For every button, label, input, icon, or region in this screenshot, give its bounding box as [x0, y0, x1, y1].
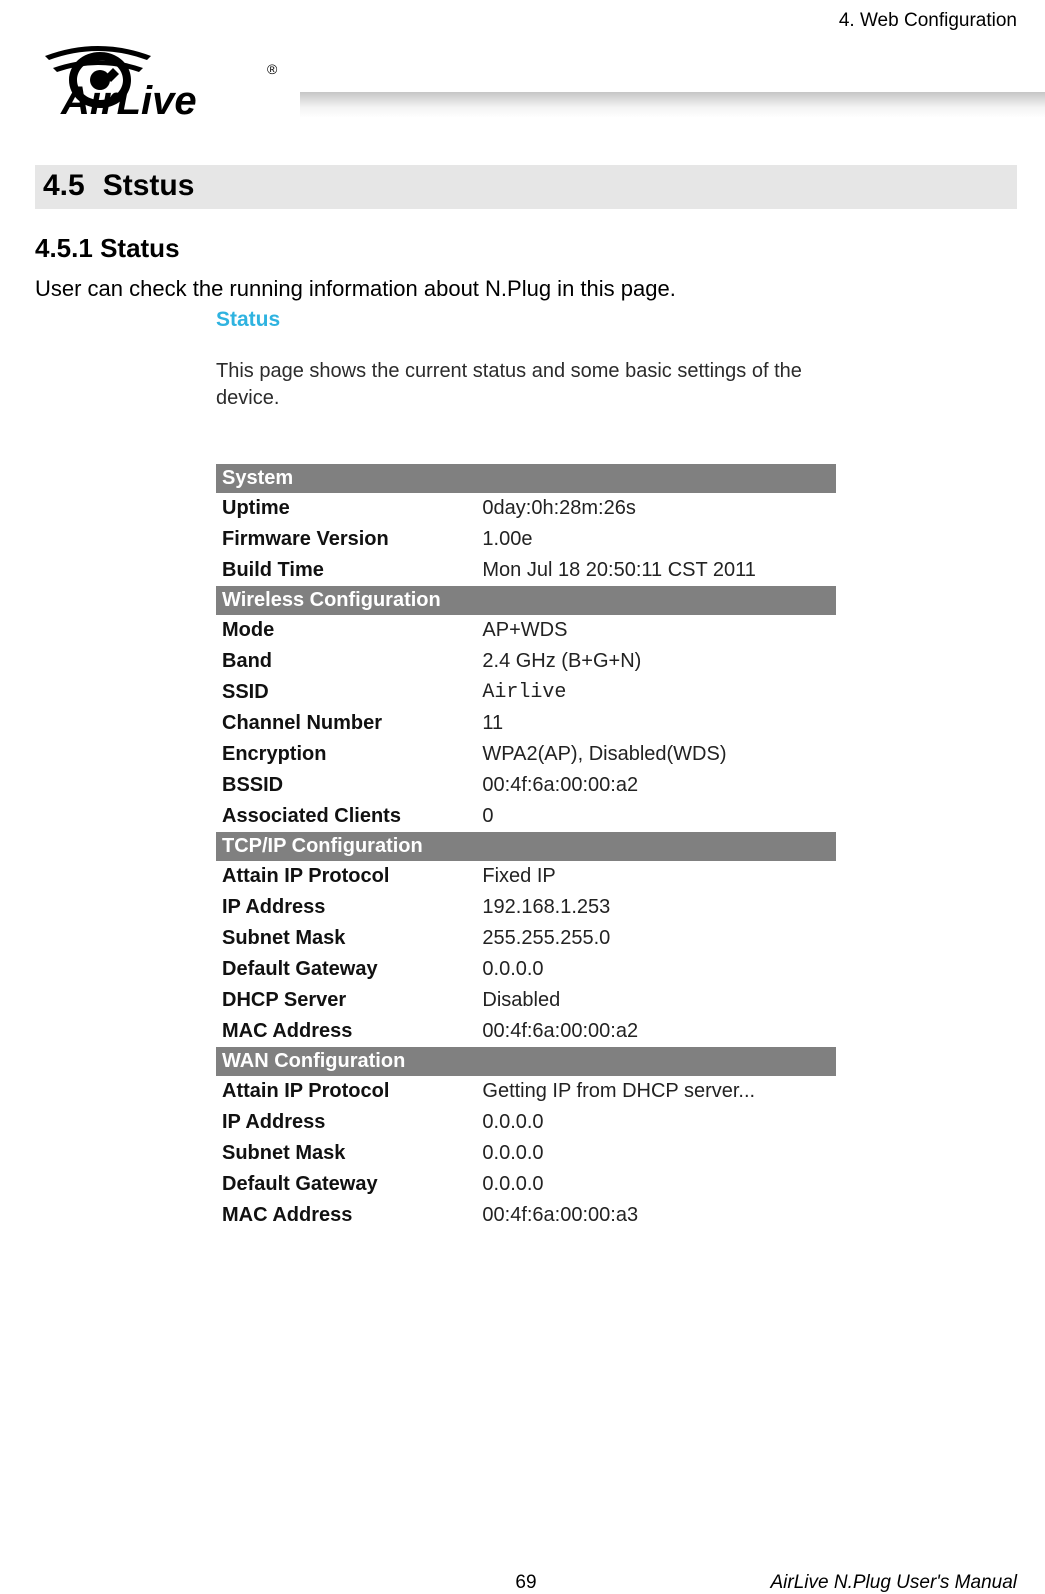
svg-text:AirLive: AirLive — [60, 79, 197, 118]
row-label: IP Address — [216, 1107, 476, 1138]
row-label: Encryption — [216, 739, 476, 770]
table-row: ModeAP+WDS — [216, 615, 836, 646]
table-row: Default Gateway0.0.0.0 — [216, 1169, 836, 1200]
section-heading-bar: 4.5 Ststus — [35, 165, 1017, 209]
row-label: Subnet Mask — [216, 923, 476, 954]
header-chapter: 4. Web Configuration — [839, 10, 1017, 32]
intro-text: User can check the running information a… — [35, 274, 1017, 304]
row-label: DHCP Server — [216, 985, 476, 1016]
table-row: Firmware Version1.00e — [216, 524, 836, 555]
table-row: Associated Clients0 — [216, 801, 836, 832]
row-value: WPA2(AP), Disabled(WDS) — [476, 739, 836, 770]
row-label: Associated Clients — [216, 801, 476, 832]
row-label: Default Gateway — [216, 954, 476, 985]
row-value: 00:4f:6a:00:00:a2 — [476, 1016, 836, 1047]
header-gradient-bar — [300, 92, 1045, 118]
table-section-header: TCP/IP Configuration — [216, 832, 836, 861]
row-label: Channel Number — [216, 708, 476, 739]
row-value: Disabled — [476, 985, 836, 1016]
row-label: IP Address — [216, 892, 476, 923]
table-section-header: System — [216, 464, 836, 493]
table-row: MAC Address00:4f:6a:00:00:a2 — [216, 1016, 836, 1047]
row-label: Band — [216, 646, 476, 677]
status-table: SystemUptime0day:0h:28m:26sFirmware Vers… — [216, 464, 836, 1231]
table-row: MAC Address00:4f:6a:00:00:a3 — [216, 1200, 836, 1231]
table-row: Subnet Mask255.255.255.0 — [216, 923, 836, 954]
row-label: Uptime — [216, 493, 476, 524]
page-number: 69 — [515, 1572, 536, 1594]
subsection-title: Status — [100, 233, 179, 263]
table-row: Band2.4 GHz (B+G+N) — [216, 646, 836, 677]
table-row: DHCP ServerDisabled — [216, 985, 836, 1016]
row-label: Mode — [216, 615, 476, 646]
footer-manual-title: AirLive N.Plug User's Manual — [771, 1572, 1018, 1594]
table-row: IP Address0.0.0.0 — [216, 1107, 836, 1138]
row-value: 11 — [476, 708, 836, 739]
row-value: AP+WDS — [476, 615, 836, 646]
row-label: MAC Address — [216, 1200, 476, 1231]
row-value: 0.0.0.0 — [476, 1138, 836, 1169]
table-row: BSSID00:4f:6a:00:00:a2 — [216, 770, 836, 801]
row-label: Firmware Version — [216, 524, 476, 555]
row-label: SSID — [216, 677, 476, 708]
table-row: Channel Number11 — [216, 708, 836, 739]
status-title: Status — [216, 308, 836, 332]
status-screenshot: Status This page shows the current statu… — [206, 308, 846, 1231]
table-row: EncryptionWPA2(AP), Disabled(WDS) — [216, 739, 836, 770]
row-value: 0.0.0.0 — [476, 1169, 836, 1200]
row-value: 0 — [476, 801, 836, 832]
row-value: 00:4f:6a:00:00:a2 — [476, 770, 836, 801]
table-row: Attain IP ProtocolFixed IP — [216, 861, 836, 892]
table-row: Uptime0day:0h:28m:26s — [216, 493, 836, 524]
table-section-header: Wireless Configuration — [216, 586, 836, 615]
row-value: Airlive — [476, 677, 836, 708]
row-label: Attain IP Protocol — [216, 861, 476, 892]
table-section-header: WAN Configuration — [216, 1047, 836, 1076]
row-label: Subnet Mask — [216, 1138, 476, 1169]
row-label: Build Time — [216, 555, 476, 586]
row-value: 2.4 GHz (B+G+N) — [476, 646, 836, 677]
section-title: Ststus — [103, 169, 195, 202]
table-row: Attain IP ProtocolGetting IP from DHCP s… — [216, 1076, 836, 1107]
table-row: SSIDAirlive — [216, 677, 836, 708]
row-label: Default Gateway — [216, 1169, 476, 1200]
subsection-heading: 4.5.1 Status — [35, 233, 1017, 264]
row-label: Attain IP Protocol — [216, 1076, 476, 1107]
subsection-number: 4.5.1 — [35, 233, 93, 263]
svg-text:®: ® — [267, 61, 278, 77]
status-description: This page shows the current status and s… — [216, 358, 836, 412]
table-row: IP Address192.168.1.253 — [216, 892, 836, 923]
row-label: MAC Address — [216, 1016, 476, 1047]
table-row: Default Gateway0.0.0.0 — [216, 954, 836, 985]
row-value: 0.0.0.0 — [476, 954, 836, 985]
row-label: BSSID — [216, 770, 476, 801]
row-value: Fixed IP — [476, 861, 836, 892]
row-value: 0.0.0.0 — [476, 1107, 836, 1138]
section-number: 4.5 — [43, 169, 85, 202]
row-value: Mon Jul 18 20:50:11 CST 2011 — [476, 555, 836, 586]
row-value: Getting IP from DHCP server... — [476, 1076, 836, 1107]
table-row: Build TimeMon Jul 18 20:50:11 CST 2011 — [216, 555, 836, 586]
row-value: 00:4f:6a:00:00:a3 — [476, 1200, 836, 1231]
table-row: Subnet Mask0.0.0.0 — [216, 1138, 836, 1169]
row-value: 255.255.255.0 — [476, 923, 836, 954]
row-value: 0day:0h:28m:26s — [476, 493, 836, 524]
brand-logo: AirLive ® — [35, 38, 295, 118]
row-value: 192.168.1.253 — [476, 892, 836, 923]
row-value: 1.00e — [476, 524, 836, 555]
